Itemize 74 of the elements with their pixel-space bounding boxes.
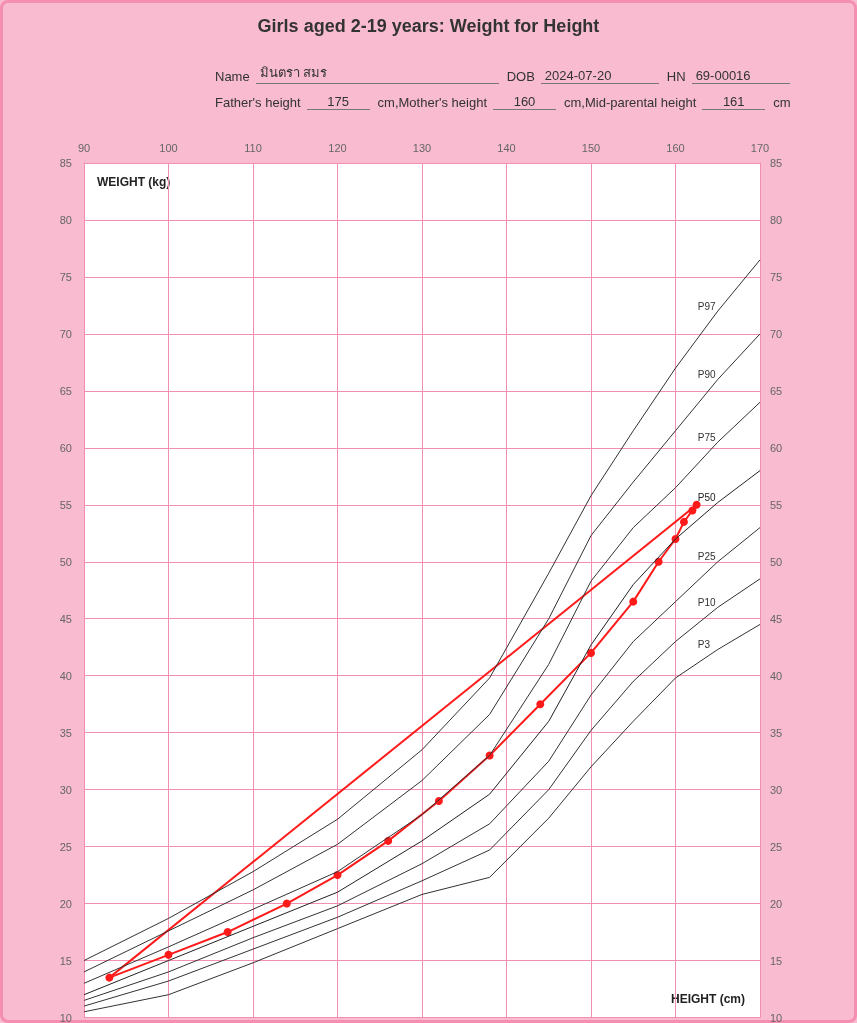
y2-tick-label: 45 <box>770 612 783 625</box>
text: cm,Mid-parental height <box>564 95 697 110</box>
point <box>629 597 638 606</box>
y-tick-label: 60 <box>59 441 72 454</box>
y-tick-label: 45 <box>59 612 72 625</box>
x-tick-label: 150 <box>581 141 601 154</box>
y2-tick-label: 70 <box>770 327 783 340</box>
y2-tick-label: 75 <box>770 270 783 283</box>
series-label: P25 <box>697 551 716 563</box>
x-tick-label: 160 <box>666 141 685 154</box>
point <box>536 700 545 709</box>
y-tick-label: 20 <box>59 897 72 910</box>
y-tick-label: 70 <box>59 327 72 340</box>
y-tick-label: 65 <box>59 384 72 397</box>
y2-tick-label: 55 <box>770 498 783 511</box>
y2-tick-label: 20 <box>770 897 783 910</box>
y-tick-label: 15 <box>59 954 72 967</box>
point <box>688 506 697 515</box>
text: มินตรา สมร <box>255 62 499 84</box>
text: 161 <box>702 94 766 110</box>
x-tick-label: 100 <box>159 141 178 154</box>
text: cm <box>773 95 791 110</box>
y-tick-label: 25 <box>59 840 72 853</box>
x-tick-label: 90 <box>77 141 91 154</box>
y-tick-label: 50 <box>59 555 72 568</box>
text: cm,Mother's height <box>377 95 488 110</box>
text: Name <box>215 69 250 84</box>
x-tick-label: 120 <box>328 141 347 154</box>
series-label: P90 <box>697 368 716 380</box>
y-tick-label: 55 <box>59 498 72 511</box>
text: 160 <box>493 94 557 110</box>
text: Father's height <box>215 95 301 110</box>
y2-tick-label: 40 <box>770 669 783 682</box>
text: HN <box>666 69 686 84</box>
series-label: P97 <box>697 300 716 312</box>
point <box>282 899 291 908</box>
y-tick-label: 75 <box>59 270 72 283</box>
x-tick-label: 170 <box>750 141 770 154</box>
point <box>587 648 595 657</box>
y-tick-label: 85 <box>59 157 72 169</box>
y2-tick-label: 15 <box>770 954 783 967</box>
point <box>692 500 701 509</box>
point <box>164 950 173 959</box>
point <box>105 973 114 982</box>
y2-tick-label: 60 <box>770 441 783 454</box>
point <box>223 928 232 937</box>
y2-tick-label: 65 <box>770 384 783 397</box>
y2-tick-label: 85 <box>770 157 783 169</box>
point <box>679 517 688 526</box>
text: 2024-07-20 <box>540 68 659 84</box>
series-label: P3 <box>697 639 711 650</box>
text: 69-00016 <box>691 68 790 84</box>
x-axis-title: HEIGHT (cm) <box>671 992 746 1006</box>
y-tick-label: 10 <box>59 1011 72 1023</box>
chart-title: Girls aged 2-19 years: Weight for Height <box>256 16 601 37</box>
y2-tick-label: 10 <box>770 1011 783 1023</box>
series-label: P10 <box>697 596 716 608</box>
y-tick-label: 80 <box>59 213 72 226</box>
y2-tick-label: 80 <box>770 213 783 226</box>
x-tick-label: 130 <box>412 141 432 154</box>
x-tick-label: 110 <box>244 141 262 154</box>
y2-tick-label: 25 <box>770 840 783 853</box>
y-tick-label: 35 <box>59 726 72 739</box>
x-tick-label: 140 <box>497 141 516 154</box>
series-label: P75 <box>697 431 716 443</box>
y2-tick-label: 35 <box>770 726 783 739</box>
text: 175 <box>306 94 370 110</box>
y-tick-label: 40 <box>59 669 72 682</box>
text: DOB <box>506 69 535 84</box>
point <box>654 557 663 566</box>
series-label: P50 <box>697 492 716 504</box>
y2-tick-label: 50 <box>770 555 783 568</box>
y-tick-label: 30 <box>59 783 72 796</box>
y2-tick-label: 30 <box>770 783 783 796</box>
